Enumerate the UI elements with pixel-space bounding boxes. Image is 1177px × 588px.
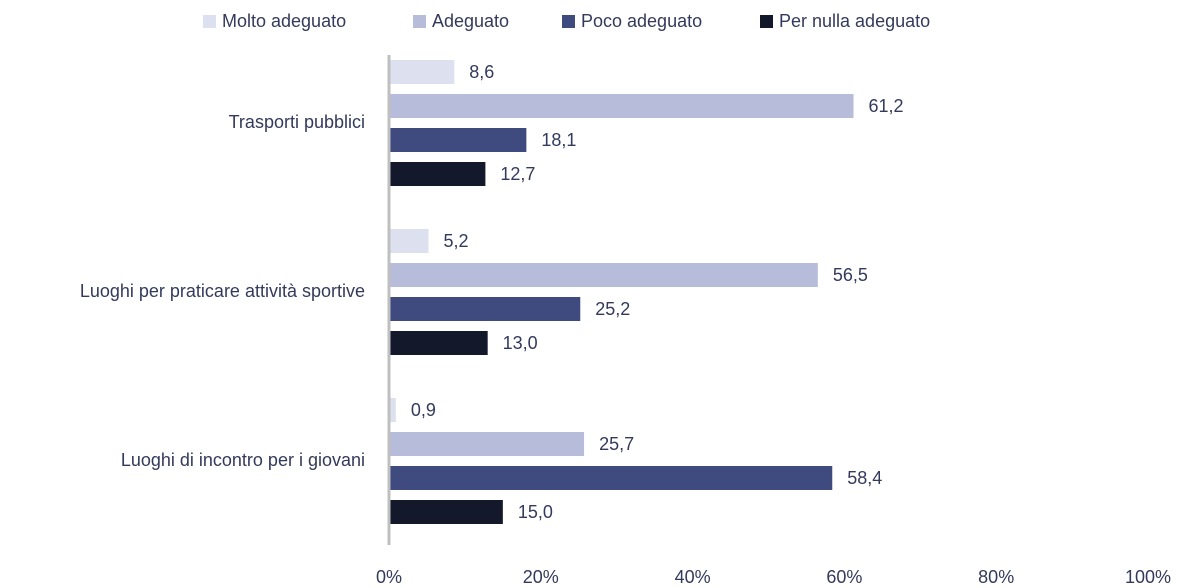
data-label: 0,9 (411, 400, 436, 420)
x-tick-label: 40% (675, 567, 711, 587)
legend-swatch (203, 15, 216, 28)
data-label: 61,2 (869, 96, 904, 116)
legend-label: Adeguato (432, 11, 509, 31)
data-label: 56,5 (833, 265, 868, 285)
category-label: Luoghi di incontro per i giovani (121, 450, 365, 470)
x-tick-label: 20% (523, 567, 559, 587)
bar (389, 60, 455, 84)
bar (389, 94, 854, 118)
data-label: 5,2 (443, 231, 468, 251)
legend-swatch (562, 15, 575, 28)
legend-swatch (413, 15, 426, 28)
bar (389, 466, 833, 490)
bar (389, 263, 818, 287)
data-label: 25,2 (595, 299, 630, 319)
data-label: 18,1 (541, 130, 576, 150)
bar (389, 162, 486, 186)
legend-label: Per nulla adeguato (779, 11, 930, 31)
data-label: 25,7 (599, 434, 634, 454)
legend-label: Poco adeguato (581, 11, 702, 31)
data-label: 13,0 (503, 333, 538, 353)
bar (389, 432, 585, 456)
category-label: Luoghi per praticare attività sportive (80, 281, 365, 301)
bar (389, 297, 581, 321)
bar (389, 331, 488, 355)
category-label: Trasporti pubblici (229, 112, 365, 132)
x-tick-label: 60% (826, 567, 862, 587)
legend-swatch (760, 15, 773, 28)
x-tick-label: 0% (376, 567, 402, 587)
data-label: 15,0 (518, 502, 553, 522)
bar (389, 128, 527, 152)
x-tick-label: 100% (1125, 567, 1171, 587)
data-label: 8,6 (469, 62, 494, 82)
data-label: 58,4 (847, 468, 882, 488)
bar (389, 500, 503, 524)
legend-label: Molto adeguato (222, 11, 346, 31)
bar (389, 398, 396, 422)
x-tick-label: 80% (978, 567, 1014, 587)
bar (389, 229, 429, 253)
data-label: 12,7 (500, 164, 535, 184)
